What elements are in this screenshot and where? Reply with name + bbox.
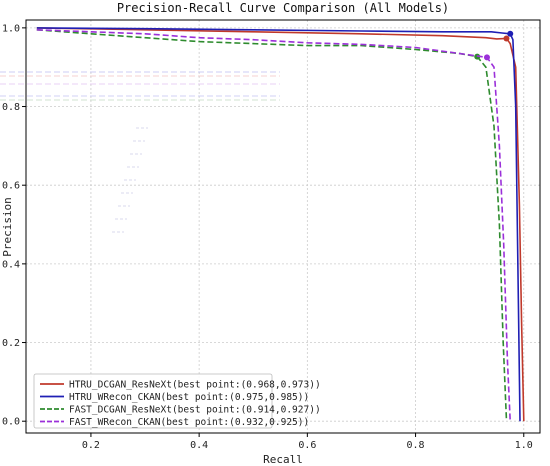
series-line-1: [36, 27, 521, 422]
x-tick-label: 0.8: [407, 440, 425, 451]
legend-box: [33, 373, 273, 429]
series-lines: [36, 27, 525, 422]
plot-frame: [25, 19, 541, 434]
y-tick-label: 0.2: [2, 338, 20, 349]
best-point-marker-3: [483, 54, 490, 61]
best-point-marker-1: [507, 30, 514, 37]
y-tick-label: 0.4: [2, 259, 20, 270]
legend: HTRU_DCGAN_ResNeXt(best point:(0.968,0.9…: [33, 373, 321, 429]
y-tick-label: 1.0: [2, 23, 20, 34]
legend-label: FAST_DCGAN_ResNeXt(best point:(0.914,0.9…: [69, 405, 321, 416]
x-tick-label: 0.6: [298, 440, 316, 451]
y-tick-label: 0.8: [2, 102, 20, 113]
legend-label: HTRU_DCGAN_ResNeXt(best point:(0.968,0.9…: [69, 380, 321, 391]
legend-label: HTRU_WRecon_CKAN(best point:(0.975,0.985…: [69, 392, 309, 403]
x-axis-title: Recall: [263, 453, 303, 466]
series-line-3: [36, 29, 511, 422]
y-axis-title: Precision: [1, 197, 14, 257]
x-tick-label: 0.4: [190, 440, 208, 451]
y-tick-label: 0.6: [2, 181, 20, 192]
faint-artifacts: [0, 71, 280, 233]
legend-label: FAST_WRecon_CKAN(best point:(0.932,0.925…: [69, 417, 309, 428]
y-tick-label: 0.0: [2, 417, 20, 428]
axis-ticks: 0.2 0.4 0.6 0.8 1.0 0.0 0.2 0.4 0.6 0.8 1.0: [2, 23, 533, 451]
x-tick-label: 1.0: [515, 440, 533, 451]
chart-title: Precision-Recall Curve Comparison (All M…: [117, 1, 449, 15]
grid-lines: [26, 20, 540, 433]
series-line-2: [36, 29, 508, 422]
best-point-marker-0: [503, 35, 510, 42]
series-line-0: [36, 27, 525, 422]
x-tick-label: 0.2: [82, 440, 100, 451]
